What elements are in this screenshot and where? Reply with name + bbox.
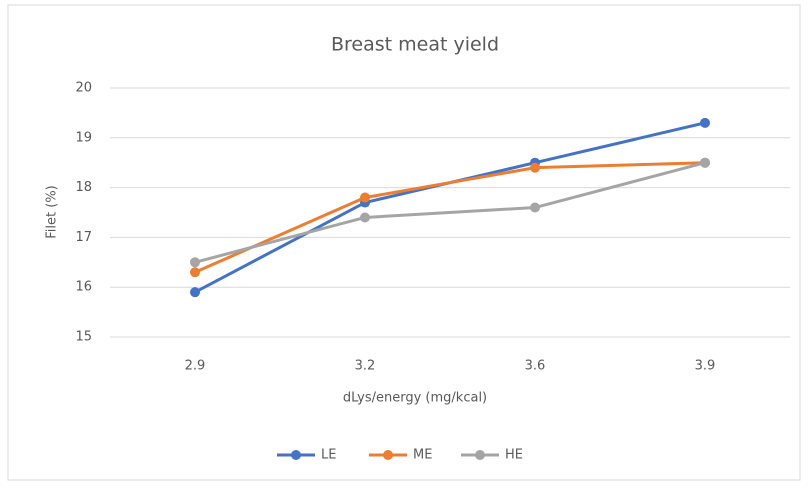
chart-title: Breast meat yield xyxy=(331,34,499,56)
legend-marker xyxy=(291,450,301,460)
data-point xyxy=(700,117,710,128)
x-axis-label: dLys/energy (mg/kcal) xyxy=(343,391,487,406)
data-point xyxy=(190,287,200,298)
y-tick-label: 19 xyxy=(75,130,92,145)
y-tick-label: 18 xyxy=(75,180,92,195)
chart-frame xyxy=(7,4,801,481)
data-point xyxy=(190,267,200,278)
legend-label: LE xyxy=(321,448,336,463)
series-line xyxy=(194,161,706,264)
legend-marker xyxy=(383,450,393,460)
x-tick-label: 3.9 xyxy=(695,359,716,374)
x-tick-label: 3.6 xyxy=(525,359,546,374)
y-tick-label: 15 xyxy=(75,330,92,345)
y-tick-label: 20 xyxy=(75,81,92,96)
legend-marker xyxy=(475,450,485,460)
y-tick-label: 17 xyxy=(75,230,92,245)
legend-label: HE xyxy=(505,448,523,463)
data-point xyxy=(530,162,540,173)
series-line xyxy=(194,161,706,274)
data-point xyxy=(190,257,200,268)
y-tick-label: 16 xyxy=(75,280,92,295)
x-tick-label: 3.2 xyxy=(355,359,376,374)
legend-label: ME xyxy=(413,448,432,463)
data-point xyxy=(700,157,710,168)
data-point xyxy=(530,202,540,213)
data-point xyxy=(360,192,370,203)
y-axis-label: Filet (%) xyxy=(45,185,60,238)
x-tick-label: 2.9 xyxy=(185,359,206,374)
data-point xyxy=(360,212,370,223)
